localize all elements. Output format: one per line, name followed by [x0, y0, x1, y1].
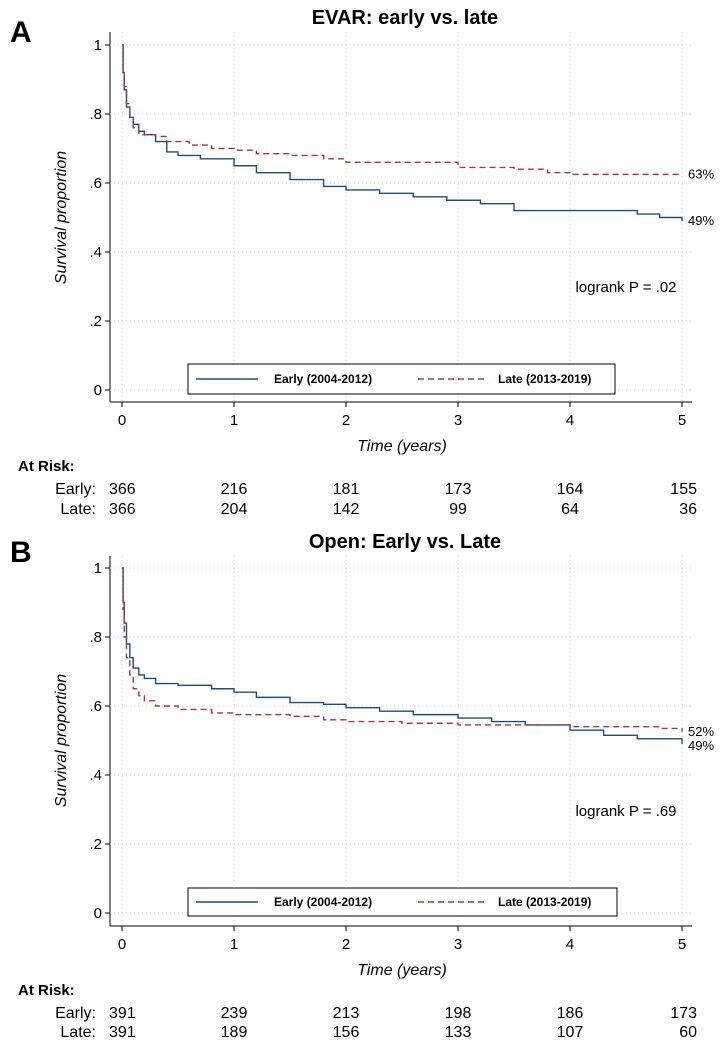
panel-a-logrank-annotation: logrank P = .02: [575, 279, 676, 296]
panel-b-x-tick-label-1: 1: [230, 936, 238, 953]
panel-a-at-risk-value-0-5: 155: [670, 481, 697, 498]
panel-b-at-risk-value-1-2: 156: [333, 1024, 360, 1041]
panel-a-legend-early-label: Early (2004-2012): [274, 372, 372, 386]
panel-a-title: EVAR: early vs. late: [312, 7, 498, 29]
panel-b-at-risk-value-0-0: 391: [109, 1005, 136, 1022]
panel-b-y-tick-label-1: .2: [89, 836, 102, 853]
panel-b-at-risk-value-0-4: 186: [557, 1005, 584, 1022]
panel-a-at-risk-value-1-4: 64: [561, 501, 579, 518]
panel-a-series-late-line: [122, 44, 682, 176]
panel-b-y-axis-label: Survival proportion: [53, 674, 70, 808]
panel-b-x-tick-label-3: 3: [454, 936, 462, 953]
panel-a-y-tick-label-4: .8: [89, 106, 102, 123]
panel-a-x-tick-label-2: 2: [342, 412, 350, 429]
panel-a-legend-box: [187, 363, 616, 395]
panel-b-at-risk-row-label-0: Early:: [55, 1005, 96, 1022]
panel-b-at-risk-value-0-5: 173: [670, 1005, 697, 1022]
panel-b-at-risk-value-0-1: 239: [221, 1005, 248, 1022]
panel-a-x-tick-label-0: 0: [118, 412, 126, 429]
panel-a-at-risk-value-1-2: 142: [333, 501, 360, 518]
panel-b-series-early-line: [122, 567, 683, 744]
panel-b-legend-box: [187, 887, 618, 917]
panel-b-at-risk-value-1-4: 107: [557, 1024, 584, 1041]
panel-a-at-risk-value-0-2: 181: [333, 481, 360, 498]
panel-b-at-risk-value-1-5: 60: [679, 1024, 697, 1041]
panel-a-at-risk-value-0-1: 216: [221, 481, 248, 498]
panel-a-y-axis-label: Survival proportion: [53, 151, 70, 285]
panel-b-at-risk-row-label-1: Late:: [60, 1024, 96, 1041]
panel-a-series-early-line: [122, 44, 683, 221]
panel-b-x-tick-label-5: 5: [678, 936, 686, 953]
panel-b-y-tick-label-5: 1: [94, 560, 102, 577]
panel-b-y-tick-label-0: 0: [94, 905, 102, 922]
panel-b-y-tick-label-3: .6: [89, 698, 102, 715]
panel-a-y-tick-label-1: .2: [89, 313, 102, 330]
panel-b-x-tick-label-4: 4: [566, 936, 574, 953]
panel-a-at-risk-heading: At Risk:: [18, 458, 75, 475]
panel-b-end-label-1: 49%: [688, 738, 714, 753]
panel-b-x-tick-label-2: 2: [342, 936, 350, 953]
panel-a-y-tick-label-3: .6: [89, 175, 102, 192]
panel-a-at-risk-value-1-5: 36: [679, 501, 697, 518]
panel-a-legend-late-label: Late (2013-2019): [498, 372, 591, 386]
panel-a-at-risk-value-0-0: 366: [109, 481, 136, 498]
panel-b-y-tick-label-2: .4: [89, 767, 102, 784]
panel-b-legend-early-label: Early (2004-2012): [274, 895, 372, 909]
panel-a-at-risk-value-1-1: 204: [221, 501, 248, 518]
panel-a-x-tick-label-3: 3: [454, 412, 462, 429]
panel-b-at-risk-value-1-1: 189: [221, 1024, 248, 1041]
panel-b-at-risk-value-0-3: 198: [445, 1005, 472, 1022]
panel-a-y-tick-label-2: .4: [89, 244, 102, 261]
panel-b-y-tick-label-4: .8: [89, 629, 102, 646]
panel-b-logrank-annotation: logrank P = .69: [575, 803, 676, 820]
panel-a-at-risk-value-1-3: 99: [449, 501, 467, 518]
panel-a-x-tick-label-4: 4: [566, 412, 574, 429]
panel-a-y-tick-label-5: 1: [94, 37, 102, 54]
panel-b-at-risk-value-1-0: 391: [109, 1024, 136, 1041]
panel-a-at-risk-row-label-1: Late:: [60, 501, 96, 518]
panel-a-x-tick-label-5: 5: [678, 412, 686, 429]
panel-b-end-label-0: 52%: [688, 724, 714, 739]
panel-a-x-axis-label: Time (years): [357, 438, 447, 455]
panel-a-letter: A: [10, 16, 32, 49]
panel-a-at-risk-value-0-4: 164: [557, 481, 584, 498]
panel-b-at-risk-value-1-3: 133: [445, 1024, 472, 1041]
panel-b-title: Open: Early vs. Late: [309, 531, 501, 553]
panel-a-at-risk-value-1-0: 366: [109, 501, 136, 518]
panel-b-at-risk-heading: At Risk:: [18, 982, 75, 999]
panel-b-x-axis-label: Time (years): [357, 962, 447, 979]
panel-a-y-tick-label-0: 0: [94, 382, 102, 399]
panel-b-at-risk-value-0-2: 213: [333, 1005, 360, 1022]
panel-a-at-risk-row-label-0: Early:: [55, 481, 96, 498]
panel-b-letter: B: [10, 536, 32, 569]
panel-a-end-label-0: 63%: [688, 166, 714, 181]
panel-a-at-risk-value-0-3: 173: [445, 481, 472, 498]
panel-b-series-late-line: [122, 567, 683, 732]
panel-b-x-tick-label-0: 0: [118, 936, 126, 953]
panel-a-end-label-1: 49%: [688, 213, 714, 228]
panel-b-legend-late-label: Late (2013-2019): [498, 895, 591, 909]
panel-a-x-tick-label-1: 1: [230, 412, 238, 429]
